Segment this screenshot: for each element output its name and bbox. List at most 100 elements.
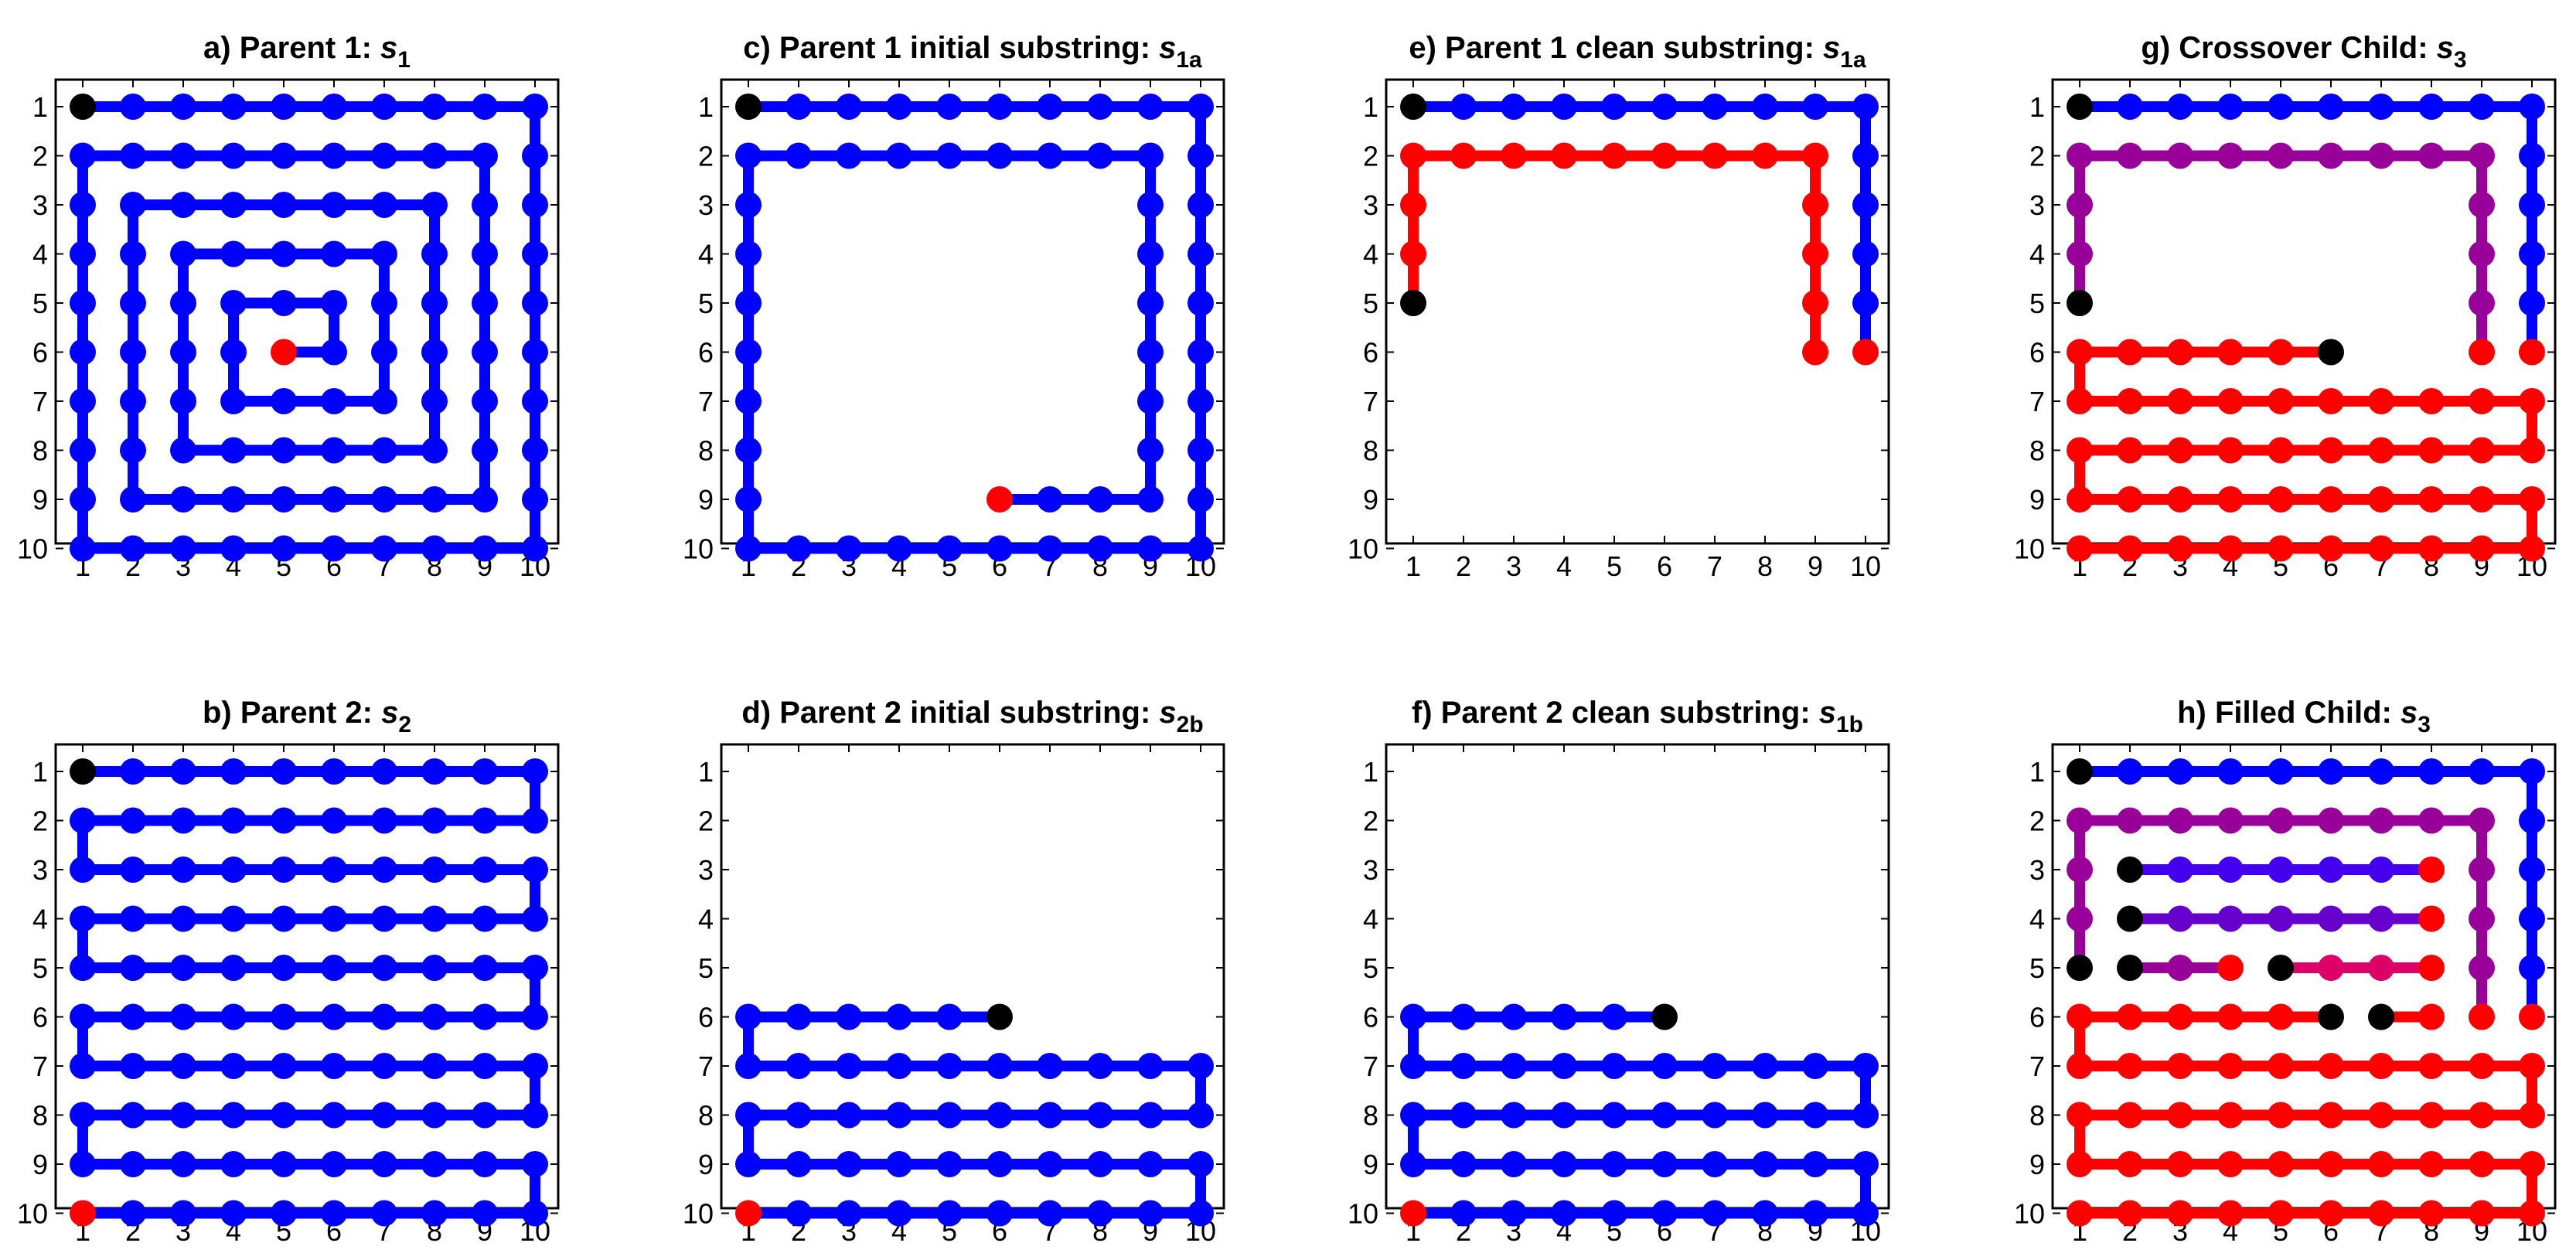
path-node — [1852, 1200, 1879, 1227]
path-node — [1400, 192, 1426, 218]
path-node — [271, 1003, 297, 1030]
path-node — [170, 807, 196, 834]
path-node — [522, 955, 548, 981]
path-node — [421, 955, 448, 981]
path-node — [220, 1003, 247, 1030]
y-tick-label: 6 — [698, 337, 714, 369]
path-node — [2268, 535, 2294, 562]
start-node — [2067, 955, 2093, 981]
path-node — [1802, 192, 1828, 218]
path-node — [1852, 1151, 1879, 1177]
panel-title: h) Filled Child: s3 — [2177, 696, 2431, 737]
path-node — [421, 142, 448, 169]
path-node — [170, 1151, 196, 1177]
path-blue — [2067, 94, 2545, 366]
path-node — [2067, 240, 2093, 267]
panel-title-text: d) Parent 2 initial substring: — [741, 696, 1159, 730]
start-node — [2067, 758, 2093, 785]
path-node — [70, 192, 96, 218]
y-tick-label: 10 — [1348, 533, 1378, 565]
path-node — [1802, 1200, 1828, 1227]
panel-c: c) Parent 1 initial substring: s1a112233… — [683, 31, 1225, 582]
path-node — [170, 94, 196, 120]
path-node — [2519, 807, 2545, 834]
end-node — [2418, 856, 2445, 883]
panel-title-symbol: s — [1159, 696, 1176, 730]
path-node — [220, 290, 247, 316]
path-node — [271, 290, 297, 316]
path-node — [886, 94, 912, 120]
path-node — [1137, 192, 1164, 218]
path-node — [421, 388, 448, 414]
path-node — [421, 486, 448, 513]
y-tick-label: 1 — [32, 756, 48, 788]
path-node — [2067, 1053, 2093, 1079]
start-node — [2318, 339, 2344, 366]
path-node — [120, 142, 146, 169]
path-node — [1137, 142, 1164, 169]
path-node — [371, 1003, 397, 1030]
path-node — [735, 192, 762, 218]
path-purple — [2067, 807, 2495, 1030]
end-node — [2418, 905, 2445, 932]
path-node — [2268, 905, 2294, 932]
path-node — [321, 240, 347, 267]
path-node — [1137, 240, 1164, 267]
path-node — [2217, 1200, 2244, 1227]
x-tick-label: 3 — [1506, 550, 1521, 582]
path-node — [472, 758, 498, 785]
path-node — [1137, 486, 1164, 513]
path-node — [2117, 437, 2143, 464]
path-node — [522, 856, 548, 883]
start-node — [2117, 905, 2143, 932]
path-node — [2167, 1003, 2193, 1030]
path-node — [1501, 94, 1527, 120]
path-node — [2067, 339, 2093, 366]
path-node — [2318, 807, 2344, 834]
path-node — [936, 535, 963, 562]
path-node — [2519, 856, 2545, 883]
path-node — [1501, 1151, 1527, 1177]
path-node — [472, 388, 498, 414]
path-node — [2418, 535, 2445, 562]
path-node — [735, 142, 762, 169]
path-node — [321, 905, 347, 932]
path-node — [2519, 1102, 2545, 1129]
path-node — [2217, 1053, 2244, 1079]
path-node — [1852, 192, 1879, 218]
path-node — [321, 339, 347, 366]
path-node — [2268, 1003, 2294, 1030]
path-node — [70, 955, 96, 981]
x-tick-label: 6 — [1657, 550, 1672, 582]
path-node — [2167, 856, 2193, 883]
path-node — [2368, 1053, 2394, 1079]
path-node — [1187, 388, 1214, 414]
path-node — [2318, 1102, 2344, 1129]
path-node — [2418, 437, 2445, 464]
path-node — [1501, 142, 1527, 169]
path-node — [785, 1102, 812, 1129]
panel-title: f) Parent 2 clean substring: s1b — [1412, 696, 1863, 737]
path-node — [70, 905, 96, 932]
path-node — [522, 388, 548, 414]
path-blue — [70, 758, 548, 1227]
path-node — [1450, 1102, 1477, 1129]
path-red — [2067, 1003, 2545, 1227]
panel-title-subscript: 2 — [398, 712, 411, 737]
start-node — [2067, 290, 2093, 316]
path-node — [2418, 94, 2445, 120]
path-node — [1137, 1053, 1164, 1079]
path-node — [2217, 486, 2244, 513]
end-node — [1802, 339, 1828, 366]
panel-e: e) Parent 1 clean substring: s1a 1 1 2 2 3 3 4 4… — [1348, 31, 1890, 582]
path-node — [1551, 142, 1577, 169]
path-node — [886, 1102, 912, 1129]
path-node — [170, 758, 196, 785]
path-node — [70, 486, 96, 513]
path-node — [1450, 1200, 1477, 1227]
path-node — [371, 339, 397, 366]
path-node — [2318, 1151, 2344, 1177]
path-node — [421, 758, 448, 785]
path-node — [1450, 1003, 1477, 1030]
